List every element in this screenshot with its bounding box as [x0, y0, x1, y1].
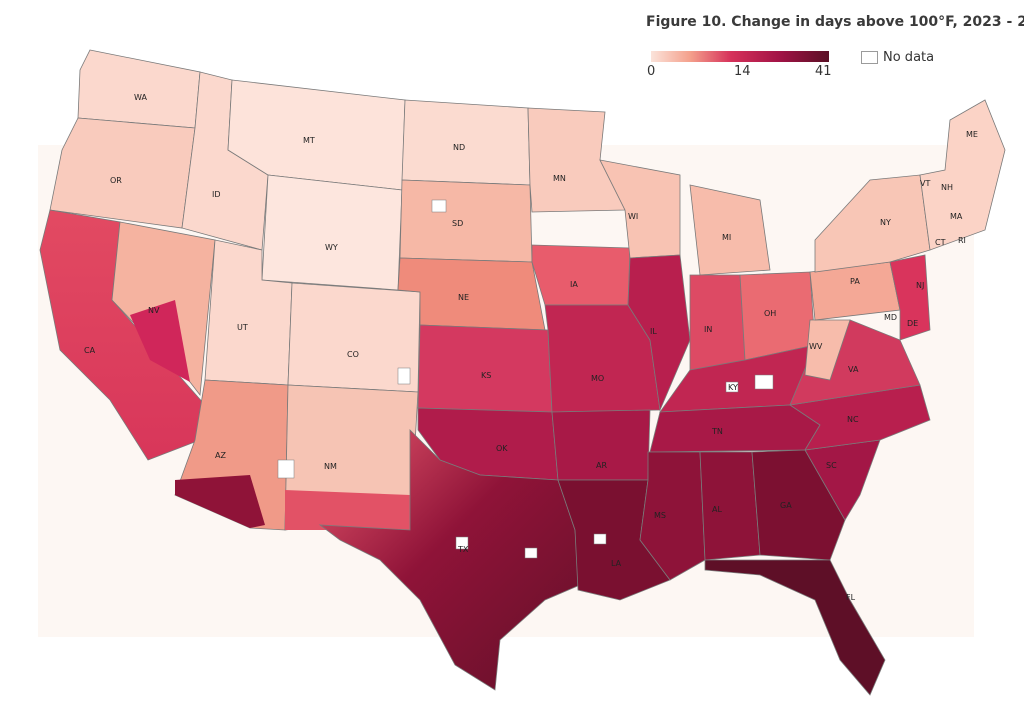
nodata-patch: [277, 459, 295, 479]
state-label-ut: UT: [237, 323, 248, 332]
state-label-mi: MI: [722, 233, 731, 242]
state-tn: [649, 404, 821, 453]
nodata-patch: [725, 381, 739, 393]
state-label-nh: NH: [941, 183, 953, 192]
state-wa: [77, 49, 201, 129]
state-label-ar: AR: [596, 461, 607, 470]
state-wv: [804, 319, 851, 381]
state-mn: [527, 107, 626, 213]
state-mi: [689, 184, 771, 276]
state-label-al: AL: [712, 505, 722, 514]
state-label-ok: OK: [496, 444, 508, 453]
state-new-england: [919, 99, 1006, 251]
state-label-sd: SD: [452, 219, 463, 228]
state-tx: [318, 429, 581, 691]
state-wy: [261, 174, 403, 291]
state-label-sc: SC: [826, 461, 837, 470]
state-label-pa: PA: [850, 277, 860, 286]
state-label-wa: WA: [134, 93, 147, 102]
state-label-vt: VT: [920, 179, 930, 188]
legend-color-ramp: [651, 51, 829, 62]
nv-south-hot: [130, 300, 190, 382]
state-label-id: ID: [212, 190, 221, 199]
state-label-nm: NM: [324, 462, 337, 471]
state-or: [49, 117, 196, 229]
state-label-md: MD: [884, 313, 897, 322]
state-label-ct: CT: [935, 238, 946, 247]
state-label-co: CO: [347, 350, 359, 359]
nodata-patch: [593, 533, 607, 545]
state-label-ma: MA: [950, 212, 963, 221]
state-label-wv: WV: [809, 342, 823, 351]
legend-tick-max: 41: [815, 64, 832, 79]
state-label-va: VA: [848, 365, 859, 374]
legend-nodata-label: No data: [883, 50, 935, 65]
state-label-fl: FL: [846, 593, 856, 602]
state-label-or: OR: [110, 176, 122, 185]
state-label-la: LA: [611, 559, 622, 568]
figure-title: Figure 10. Change in days above 100°F, 2…: [646, 14, 1024, 30]
state-label-ks: KS: [481, 371, 491, 380]
state-sd: [399, 179, 533, 263]
state-nd: [401, 99, 531, 186]
state-fl: [704, 559, 886, 696]
state-label-ny: NY: [880, 218, 891, 227]
state-label-tx: TX: [457, 545, 469, 554]
state-label-nj: NJ: [916, 281, 924, 290]
state-label-az: AZ: [215, 451, 226, 460]
nodata-patch: [455, 536, 469, 550]
state-ga: [751, 449, 846, 561]
state-label-wi: WI: [628, 212, 638, 221]
state-ne: [397, 257, 546, 331]
state-label-in: IN: [704, 325, 712, 334]
state-label-mn: MN: [553, 174, 566, 183]
nodata-patch: [431, 199, 447, 213]
state-label-mt: MT: [303, 136, 315, 145]
state-label-il: IL: [650, 327, 657, 336]
state-label-mo: MO: [591, 374, 604, 383]
state-label-me: ME: [966, 130, 978, 139]
legend-tick-mid: 14: [734, 64, 751, 79]
state-al: [699, 451, 761, 561]
state-label-ca: CA: [84, 346, 96, 355]
state-label-ia: IA: [570, 280, 578, 289]
state-il: [627, 254, 691, 412]
state-ks: [417, 324, 553, 413]
state-labels: WA OR CA NV ID MT WY UT CO AZ NM ND SD N…: [84, 93, 978, 602]
state-label-ky: KY: [728, 383, 738, 392]
state-label-ri: RI: [958, 236, 966, 245]
nodata-patch: [524, 547, 538, 559]
state-label-ne: NE: [458, 293, 469, 302]
state-label-de: DE: [907, 319, 918, 328]
state-label-nv: NV: [148, 306, 160, 315]
state-oh: [739, 271, 816, 361]
nodata-patch: [754, 374, 774, 390]
state-label-nd: ND: [453, 143, 465, 152]
state-label-ms: MS: [654, 511, 666, 520]
state-label-ga: GA: [780, 501, 792, 510]
nodata-patch: [397, 367, 411, 385]
state-ia: [531, 244, 631, 306]
state-label-tn: TN: [711, 427, 723, 436]
legend-tick-min: 0: [647, 64, 656, 79]
nm-south: [285, 490, 410, 530]
az-south-hot: [175, 475, 265, 528]
legend-nodata-swatch: [861, 51, 878, 64]
state-label-wy: WY: [325, 243, 338, 252]
state-in: [689, 274, 746, 371]
state-md-de-nj: [889, 254, 931, 341]
state-label-nc: NC: [847, 415, 859, 424]
state-label-oh: OH: [764, 309, 776, 318]
